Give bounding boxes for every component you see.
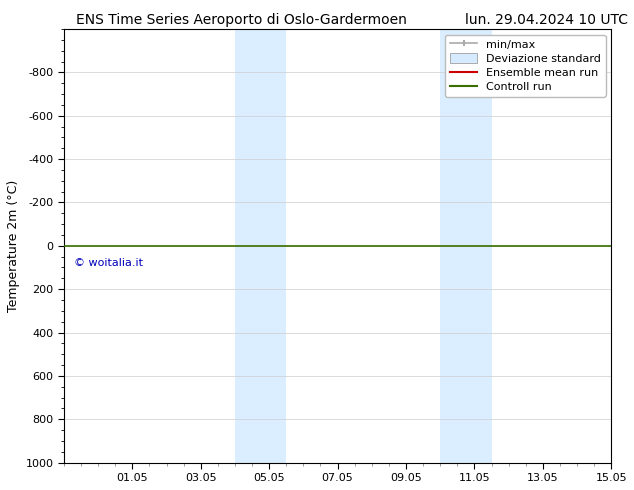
Y-axis label: Temperature 2m (°C): Temperature 2m (°C) bbox=[7, 180, 20, 312]
Bar bbox=[235, 29, 287, 463]
Bar bbox=[440, 29, 491, 463]
Text: ENS Time Series Aeroporto di Oslo-Gardermoen: ENS Time Series Aeroporto di Oslo-Garder… bbox=[76, 13, 407, 27]
Text: lun. 29.04.2024 10 UTC: lun. 29.04.2024 10 UTC bbox=[465, 13, 628, 27]
Legend: min/max, Deviazione standard, Ensemble mean run, Controll run: min/max, Deviazione standard, Ensemble m… bbox=[445, 35, 605, 97]
Text: © woitalia.it: © woitalia.it bbox=[74, 258, 143, 268]
